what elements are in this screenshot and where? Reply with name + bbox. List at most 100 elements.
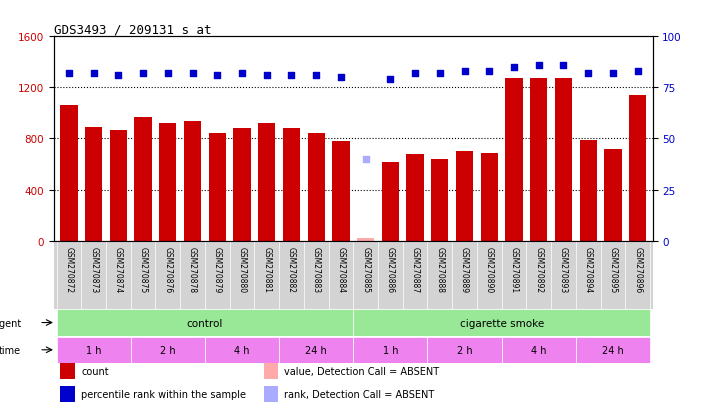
Point [434,71,446,77]
Point [484,69,495,75]
Bar [431,159,448,241]
Text: 1 h: 1 h [86,345,102,355]
Text: GSM270886: GSM270886 [386,247,395,292]
Bar [134,117,151,241]
Bar [530,79,547,241]
Point [311,73,322,79]
Text: percentile rank within the sample: percentile rank within the sample [81,389,246,399]
Text: 24 h: 24 h [602,345,624,355]
Text: value, Detection Call = ABSENT: value, Detection Call = ABSENT [285,366,440,377]
Point [384,77,396,83]
Point [162,71,174,77]
Bar [332,142,350,241]
Point [112,73,124,79]
Text: GSM270885: GSM270885 [361,247,370,292]
Point [236,71,248,77]
Point [558,62,570,69]
Text: GSM270879: GSM270879 [213,247,222,293]
Bar [308,134,325,241]
Text: 1 h: 1 h [383,345,398,355]
Point [286,73,297,79]
Bar [580,140,597,241]
Bar [502,337,576,363]
Bar [61,106,78,241]
Bar [456,152,473,241]
Point [360,156,371,163]
Bar [407,154,424,241]
Text: GSM270892: GSM270892 [534,247,543,292]
Text: GSM270891: GSM270891 [510,247,518,292]
Bar [505,79,523,241]
Text: GSM270889: GSM270889 [460,247,469,292]
Text: rank, Detection Call = ABSENT: rank, Detection Call = ABSENT [285,389,435,399]
Text: GSM270884: GSM270884 [337,247,345,292]
Text: agent: agent [0,318,21,328]
Bar [279,337,353,363]
Bar [263,363,278,380]
Text: 2 h: 2 h [457,345,472,355]
Bar [283,129,300,241]
Point [607,71,619,77]
Text: GSM270876: GSM270876 [164,247,172,293]
Text: GSM270895: GSM270895 [609,247,617,293]
Text: GSM270890: GSM270890 [485,247,494,293]
Bar [428,337,502,363]
Text: GSM270875: GSM270875 [138,247,148,293]
Bar [159,124,177,241]
Text: 2 h: 2 h [160,345,176,355]
Text: GSM270880: GSM270880 [237,247,247,292]
Point [583,71,594,77]
Text: GSM270894: GSM270894 [584,247,593,293]
Bar [353,337,428,363]
Bar [576,337,650,363]
Bar [60,363,75,380]
Text: GSM270873: GSM270873 [89,247,98,293]
Text: GSM270878: GSM270878 [188,247,197,292]
Text: GSM270883: GSM270883 [311,247,321,292]
Point [88,71,99,77]
Bar [357,238,374,241]
Bar [208,134,226,241]
Bar [263,386,278,402]
Text: GSM270874: GSM270874 [114,247,123,293]
Bar [56,310,353,336]
Bar [110,131,127,241]
Text: 4 h: 4 h [531,345,547,355]
Text: GDS3493 / 209131_s_at: GDS3493 / 209131_s_at [54,23,211,36]
Text: GSM270888: GSM270888 [435,247,444,292]
Text: GSM270896: GSM270896 [633,247,642,293]
Point [335,75,347,81]
Bar [481,153,498,241]
Bar [381,162,399,241]
Point [508,64,520,71]
Text: time: time [0,345,21,355]
Text: cigarette smoke: cigarette smoke [459,318,544,328]
Point [63,71,75,77]
Bar [205,337,279,363]
Bar [234,129,251,241]
Point [137,71,149,77]
Text: GSM270887: GSM270887 [411,247,420,292]
Text: GSM270872: GSM270872 [64,247,74,292]
Point [410,71,421,77]
Bar [353,310,650,336]
Bar [184,121,201,241]
Point [632,69,643,75]
Bar [555,79,572,241]
Bar [56,337,131,363]
Text: 4 h: 4 h [234,345,249,355]
Point [261,73,273,79]
Point [459,69,470,75]
Text: GSM270881: GSM270881 [262,247,271,292]
Bar [258,124,275,241]
Bar [85,128,102,241]
Bar [131,337,205,363]
Point [533,62,544,69]
Point [187,71,198,77]
Text: control: control [187,318,223,328]
Text: count: count [81,366,109,377]
Text: 24 h: 24 h [305,345,327,355]
Bar [604,150,622,241]
Bar [60,386,75,402]
Text: GSM270893: GSM270893 [559,247,568,293]
